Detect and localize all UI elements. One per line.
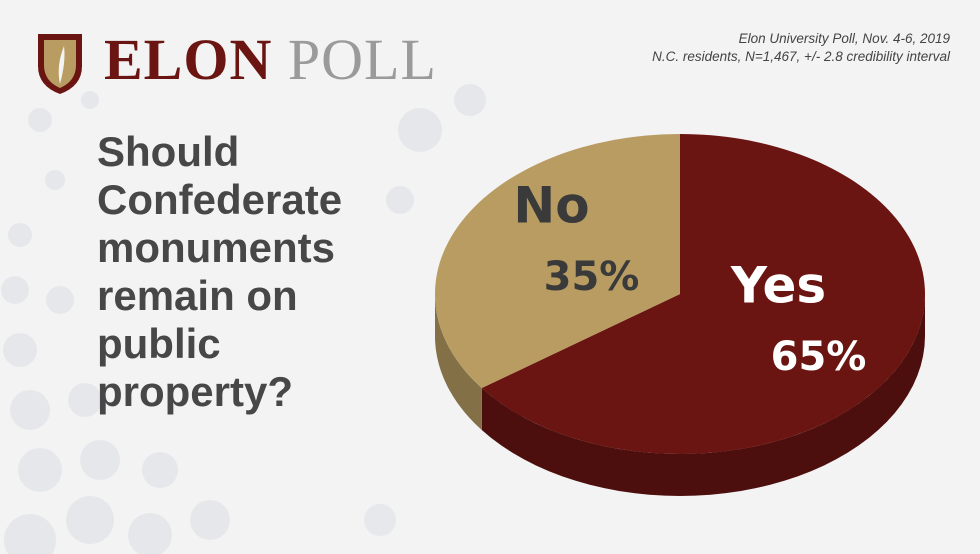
source: Elon University Poll, Nov. 4-6, 2019 N.C… bbox=[652, 30, 950, 66]
brand-second: POLL bbox=[287, 27, 437, 92]
brand: ELON POLL bbox=[104, 26, 437, 93]
source-line: Elon University Poll, Nov. 4-6, 2019 bbox=[738, 31, 950, 46]
slice bbox=[481, 134, 925, 455]
slice-side bbox=[481, 294, 925, 496]
slice-side bbox=[435, 294, 482, 431]
slice-label: No bbox=[513, 177, 589, 235]
brand-first: ELON bbox=[104, 27, 273, 92]
value-label: 35% bbox=[544, 254, 640, 300]
value-label: 65% bbox=[771, 334, 867, 380]
chart-title: Should Confederate monuments remain on p… bbox=[97, 128, 343, 415]
slice bbox=[435, 134, 680, 389]
source-line: N.C. residents, N=1,467, +/- 2.8 credibi… bbox=[652, 49, 950, 64]
logo bbox=[38, 34, 82, 94]
slice-label: Yes bbox=[730, 256, 826, 314]
